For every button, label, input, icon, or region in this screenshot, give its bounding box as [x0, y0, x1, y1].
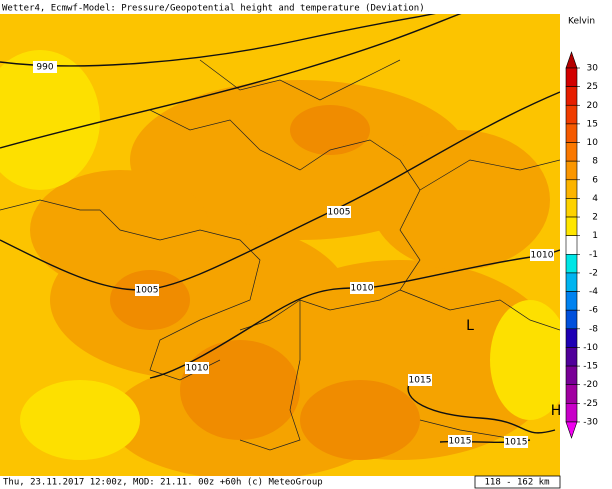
- legend-tick-label: 25: [587, 82, 598, 92]
- color-bar-segment: [565, 365, 578, 386]
- isobar-label: 1015: [409, 376, 432, 386]
- legend-tick-label: -1: [589, 250, 598, 260]
- isobar-label-bg: [135, 284, 159, 296]
- isobar-label: 1015: [449, 437, 472, 447]
- isobar-label-bg: [448, 435, 472, 447]
- isobar-label: 990: [36, 63, 53, 73]
- color-bar-segment: [565, 347, 578, 367]
- color-bar-segment: [565, 160, 578, 181]
- legend-tick-label: -6: [589, 306, 598, 316]
- color-bar: 30 25 20 15 10 8 6 4 2 1 -1 -2 -4 -6 -8 -10 -15 -20 -25 -30: [565, 51, 599, 439]
- color-bar-segment: [565, 123, 578, 143]
- color-bar-segment: [565, 142, 578, 162]
- legend-tick-label: 6: [592, 175, 598, 185]
- map-area: 990 1005 1005 1010 1010 1010 1015 1015 1015 L H: [0, 14, 562, 476]
- color-bar-segment: [565, 104, 578, 125]
- legend-tick-label: 10: [587, 138, 599, 148]
- color-bar-end: [565, 421, 578, 439]
- isobar-label: 1010: [351, 284, 374, 294]
- color-bar-segment: [565, 216, 578, 236]
- legend-tick-label: -15: [583, 362, 598, 372]
- legend-tick-label: -20: [583, 380, 598, 390]
- legend-tick-label: -10: [583, 343, 598, 353]
- isobar-label-bg: [504, 436, 528, 448]
- high-pressure: H: [551, 403, 562, 419]
- isobar-label: 1010: [186, 364, 209, 374]
- scale-box: [474, 475, 561, 489]
- color-bar-segment: [565, 198, 578, 218]
- footer-info: Thu, 23.11.2017 12:00z, MOD: 21.11. 00z …: [3, 478, 323, 488]
- color-bar-segment: [565, 403, 578, 423]
- low-pressure: L: [466, 318, 474, 334]
- isobar-label: 1015: [505, 438, 528, 448]
- isobar-label: 1005: [328, 208, 351, 218]
- scale-label: 118 - 162 km: [484, 478, 549, 488]
- isobar-label: 1010: [531, 251, 554, 261]
- color-bar-segment: [565, 179, 578, 199]
- isobar-label-bg: [327, 206, 351, 218]
- legend-tick-label: -4: [589, 287, 598, 297]
- legend-tick-label: -25: [583, 399, 598, 409]
- legend-tick-label: 2: [592, 213, 598, 223]
- isobar-labels: 990 1005 1005 1010 1010 1010 1015 1015 1015: [33, 61, 554, 448]
- color-bar-segment: [565, 86, 578, 106]
- color-bar-segment: [565, 67, 578, 87]
- legend-tick-label: -2: [589, 268, 598, 278]
- color-bar-segment: [565, 328, 578, 348]
- legend-tick-label: 1: [592, 231, 598, 241]
- color-bar-segment: [565, 254, 578, 274]
- color-bar-segment: [565, 272, 578, 292]
- legend-unit: Kelvin: [568, 17, 595, 27]
- isobar-label-bg: [185, 362, 209, 374]
- isobar-label-bg: [530, 249, 554, 261]
- legend-tick-label: 30: [587, 64, 599, 74]
- legend-tick-label: 15: [587, 119, 598, 129]
- color-bar-segment: [565, 384, 578, 404]
- legend-tick-label: 8: [592, 157, 598, 167]
- isobar-label: 1005: [136, 286, 159, 296]
- legend-tick-label: 20: [587, 101, 599, 111]
- borders: [0, 59, 560, 451]
- color-bar-segment: [565, 235, 578, 255]
- title: Wetter4, Ecmwf-Model: Pressure/Geopotent…: [2, 4, 425, 14]
- color-bar-segment: [565, 309, 578, 330]
- legend-tick-label: -30: [583, 417, 598, 427]
- isobar-label-bg: [33, 61, 57, 73]
- cool-areas: [0, 50, 560, 460]
- color-bar-segment: [565, 291, 578, 311]
- legend-tick-label: 4: [592, 194, 598, 204]
- isobar-label-bg: [408, 374, 432, 386]
- isobar-label-bg: [350, 282, 374, 294]
- legend-tick-label: -8: [589, 324, 598, 334]
